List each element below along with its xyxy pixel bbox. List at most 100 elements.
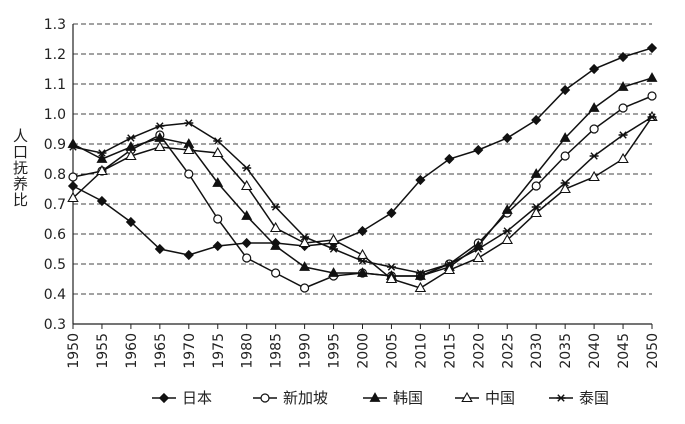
data-point xyxy=(560,151,570,161)
y-tick-label: 0.3 xyxy=(44,317,66,333)
data-point xyxy=(502,132,513,144)
legend-item: 新加坡 xyxy=(253,389,328,407)
data-point xyxy=(212,240,223,252)
triangle-marker xyxy=(369,392,381,402)
diamond-marker xyxy=(502,132,513,144)
asterisk-marker xyxy=(242,164,252,172)
legend-marker xyxy=(369,392,381,402)
legend-label: 日本 xyxy=(182,389,212,407)
asterisk-marker xyxy=(647,113,657,121)
x-tick-label: 1955 xyxy=(95,333,111,369)
data-point xyxy=(559,182,571,194)
asterisk-marker xyxy=(155,122,165,130)
diamond-marker xyxy=(183,249,194,261)
diamond-marker xyxy=(241,237,252,249)
diamond-marker xyxy=(531,114,542,126)
data-point xyxy=(212,146,224,158)
x-tick-label: 1965 xyxy=(153,333,169,369)
data-point xyxy=(414,281,427,293)
data-point xyxy=(68,143,78,151)
triangle-marker xyxy=(501,204,513,214)
data-point xyxy=(531,114,542,126)
x-tick-label: 1950 xyxy=(66,333,82,369)
data-point xyxy=(386,207,397,219)
diamond-marker xyxy=(158,392,170,404)
circle-marker xyxy=(647,91,657,101)
open-triangle-marker xyxy=(472,251,485,263)
x-tick-label: 1990 xyxy=(298,333,314,369)
asterisk-marker xyxy=(589,152,599,160)
open-triangle-marker xyxy=(298,236,311,248)
diamond-marker xyxy=(415,174,426,186)
x-tick-label: 1995 xyxy=(327,333,343,369)
triangle-marker xyxy=(241,210,253,220)
x-tick-label: 2040 xyxy=(587,333,603,369)
data-point xyxy=(329,245,339,253)
data-point xyxy=(357,225,368,237)
open-triangle-marker xyxy=(154,140,166,152)
open-triangle-marker xyxy=(212,146,224,158)
data-point xyxy=(300,283,310,293)
open-triangle-marker xyxy=(588,170,600,182)
x-tick-label: 1985 xyxy=(269,333,285,369)
series-open-triangle xyxy=(67,110,658,293)
data-point xyxy=(358,257,367,265)
asterisk-marker xyxy=(300,233,310,241)
asterisk-marker xyxy=(97,149,107,157)
asterisk-marker xyxy=(415,269,425,277)
triangle-marker xyxy=(559,132,571,142)
y-tick-label: 1.1 xyxy=(44,77,66,93)
asterisk-marker xyxy=(473,245,483,253)
asterisk-marker xyxy=(444,260,454,268)
data-point xyxy=(501,233,513,245)
legend-marker xyxy=(461,391,473,403)
data-point xyxy=(155,122,165,130)
y-axis-label: 人口抚养比 xyxy=(11,128,29,208)
data-point xyxy=(617,51,629,63)
data-point xyxy=(67,180,79,192)
diamond-marker xyxy=(473,144,484,156)
triangle-marker xyxy=(96,153,108,163)
data-point xyxy=(241,237,252,249)
data-point xyxy=(242,253,252,263)
data-point xyxy=(617,152,629,164)
asterisk-marker xyxy=(329,245,339,253)
diamond-marker xyxy=(67,180,79,192)
data-point xyxy=(154,243,165,255)
y-tick-label: 0.4 xyxy=(44,287,66,303)
asterisk-marker xyxy=(358,257,367,265)
diamond-marker xyxy=(589,63,600,75)
data-point xyxy=(271,203,281,211)
x-tick-label: 2015 xyxy=(442,333,458,369)
data-point xyxy=(589,124,599,134)
legend-marker xyxy=(158,392,170,404)
data-point xyxy=(270,240,282,250)
legend-item: 泰国 xyxy=(549,389,609,407)
legend-item: 中国 xyxy=(455,389,515,407)
x-tick-label: 2045 xyxy=(616,333,632,369)
data-point xyxy=(184,119,194,127)
legend-marker xyxy=(556,394,566,402)
data-point xyxy=(328,267,340,277)
diamond-marker xyxy=(96,195,108,207)
circle-marker xyxy=(589,124,599,134)
asterisk-marker xyxy=(531,203,541,211)
data-point xyxy=(647,113,657,121)
circle-marker xyxy=(184,169,194,179)
data-point xyxy=(241,210,253,220)
diamond-marker xyxy=(357,225,368,237)
data-point xyxy=(299,261,311,271)
diamond-marker xyxy=(154,243,165,255)
diamond-marker xyxy=(212,240,223,252)
data-point xyxy=(530,168,542,178)
diamond-marker xyxy=(560,84,571,96)
series-filled-diamond xyxy=(67,42,658,261)
triangle-marker xyxy=(299,261,311,271)
data-point xyxy=(646,42,658,54)
data-point xyxy=(589,152,599,160)
data-point xyxy=(213,137,223,145)
circle-marker xyxy=(213,214,223,224)
data-point xyxy=(269,221,282,233)
data-point xyxy=(560,84,571,96)
